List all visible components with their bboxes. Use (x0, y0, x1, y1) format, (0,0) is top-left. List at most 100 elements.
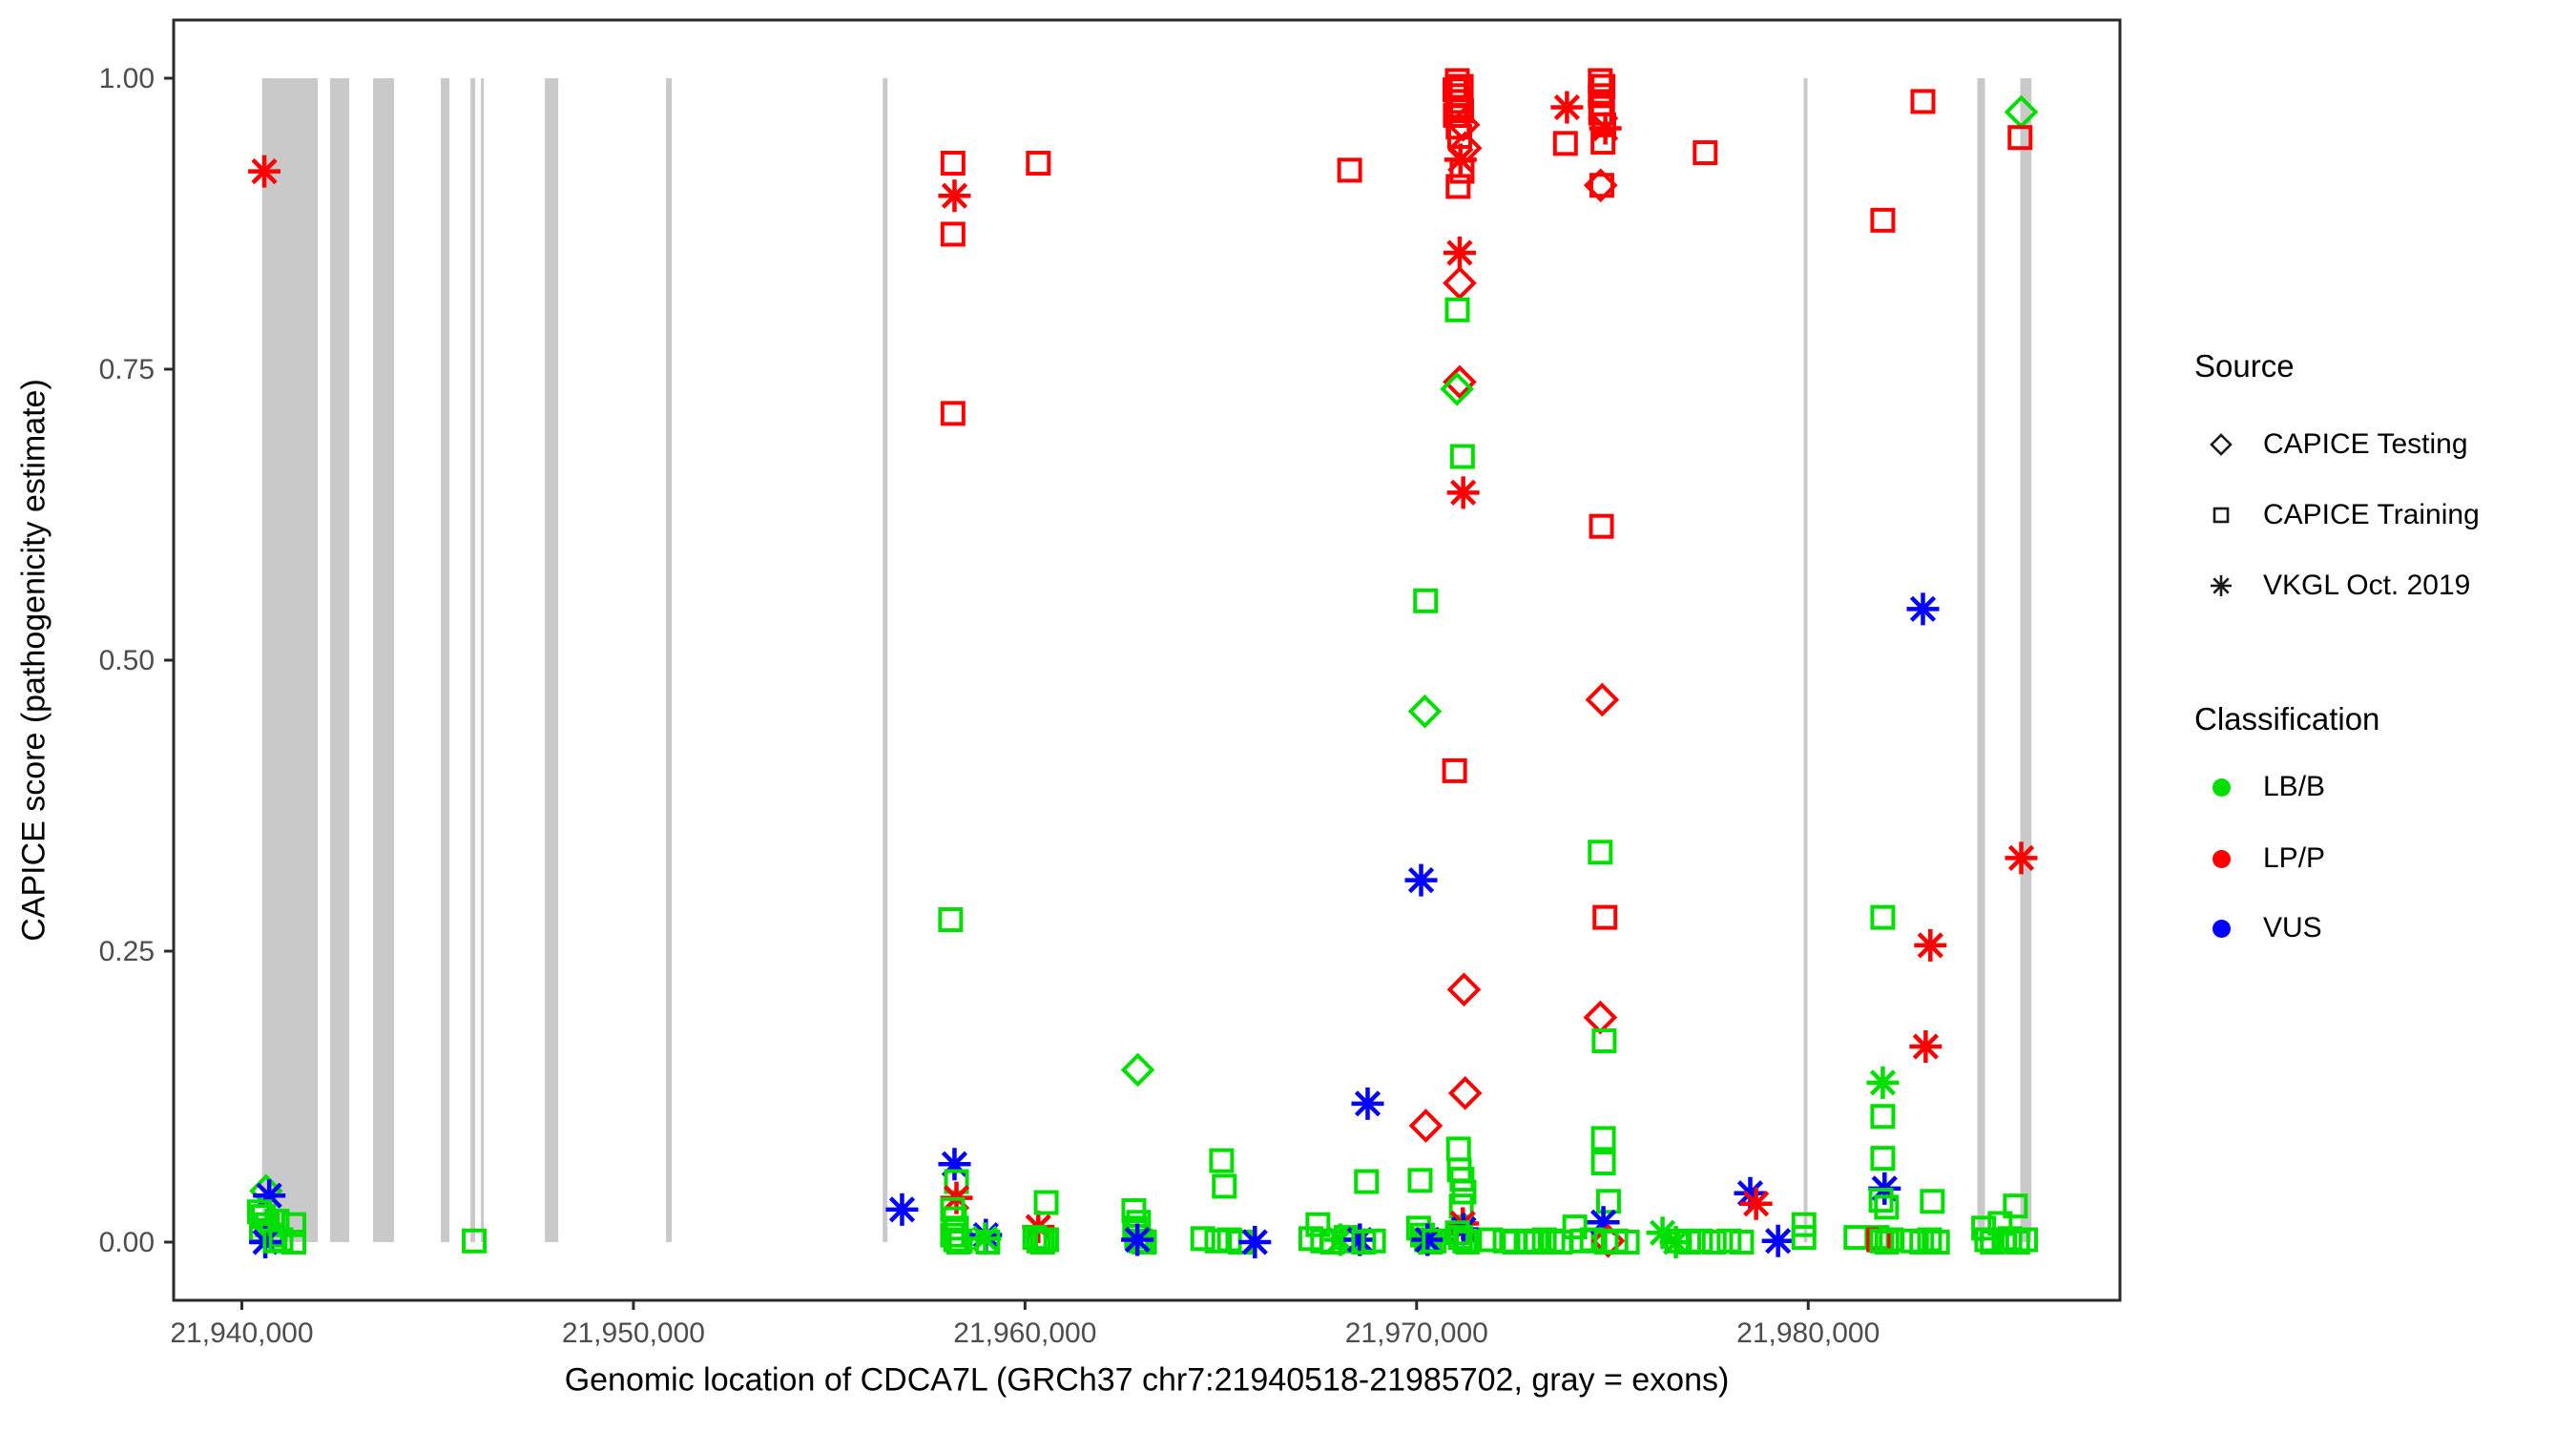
data-point-square (1444, 297, 1470, 322)
data-point-square (1870, 904, 1896, 930)
data-point-square (1917, 1227, 1942, 1253)
legend-item-label: CAPICE Training (2263, 499, 2480, 530)
data-point-square (940, 1222, 966, 1248)
data-point-square (1033, 1227, 1059, 1253)
data-point-asterisk (1411, 1223, 1444, 1256)
y-tick-label: 0.00 (99, 1227, 155, 1258)
data-point-asterisk (1734, 1176, 1767, 1210)
exon-band (470, 78, 476, 1242)
data-point-square (1870, 1104, 1896, 1130)
data-point-square (1442, 757, 1467, 783)
green-dot-icon (2200, 766, 2242, 808)
data-point-asterisk (253, 1179, 286, 1213)
data-point-square (1305, 1212, 1331, 1237)
data-point-diamond (1585, 682, 1620, 717)
exon-band (481, 78, 485, 1242)
data-point-asterisk (968, 1222, 1002, 1255)
data-point-square (1455, 1230, 1481, 1255)
data-point-asterisk (1351, 1087, 1384, 1120)
data-point-asterisk (248, 155, 281, 188)
data-point-square (1589, 173, 1614, 198)
data-point-square (1997, 1226, 2023, 1252)
data-point-asterisk (885, 1192, 919, 1226)
data-point-asterisk (1121, 1223, 1154, 1256)
data-point-square (1407, 1168, 1433, 1193)
data-point-square (1591, 1027, 1617, 1053)
data-point-asterisk (1906, 592, 1940, 626)
data-point-square (1445, 1136, 1471, 1162)
plot-border (172, 18, 2122, 1302)
data-point-asterisk (1587, 1206, 1620, 1239)
legend-item-capice-training: CAPICE Training (2200, 490, 2480, 540)
data-point-square (1729, 1230, 1755, 1255)
data-point-asterisk (1761, 1224, 1795, 1257)
exon-band (545, 78, 559, 1242)
data-point-square (1448, 98, 1474, 124)
data-point-square (1447, 1225, 1473, 1251)
data-point-square (1361, 1228, 1386, 1254)
data-point-asterisk (1343, 1223, 1377, 1256)
exon-band (1977, 78, 1985, 1242)
data-point-square (1449, 444, 1475, 469)
exon-band (373, 78, 395, 1242)
data-point-square (1874, 1194, 1900, 1220)
data-point-asterisk (2005, 841, 2038, 875)
data-point-square (268, 1227, 294, 1253)
data-point-square (1693, 140, 1718, 166)
data-point-asterisk (1589, 112, 1622, 145)
square-icon (2200, 494, 2242, 536)
data-point-square (1590, 1126, 1616, 1151)
data-point-asterisk (1446, 476, 1480, 509)
data-point-square (1874, 1230, 1900, 1255)
data-point-square (1449, 1167, 1475, 1192)
data-point-square (1588, 83, 1613, 109)
legend-item-label: VUS (2263, 912, 2322, 944)
data-point-asterisk (1550, 91, 1584, 124)
data-point-square (1974, 1227, 2000, 1253)
exon-band (883, 78, 888, 1242)
x-tick-label: 21,940,000 (170, 1317, 313, 1349)
y-tick-label: 0.50 (99, 645, 155, 676)
data-point-square (1614, 1230, 1640, 1255)
data-point-diamond (1446, 972, 1482, 1007)
data-point-square (1870, 207, 1896, 233)
exon-band (666, 78, 673, 1242)
data-point-square (1337, 157, 1362, 183)
data-point-square (2007, 125, 2033, 151)
y-tick-label: 1.00 (99, 63, 155, 94)
data-point-square (1204, 1228, 1230, 1254)
data-point-square (1701, 1230, 1727, 1255)
data-point-square (1595, 1189, 1621, 1214)
legend-item-label: CAPICE Testing (2263, 428, 2468, 460)
x-tick-label: 21,980,000 (1736, 1317, 1880, 1349)
x-tick-label: 21,960,000 (953, 1317, 1096, 1349)
data-point-square (2003, 1193, 2028, 1219)
data-point-asterisk (1238, 1226, 1272, 1258)
diamond-icon (2200, 424, 2242, 466)
data-point-diamond (1443, 364, 1477, 400)
exon-band (2020, 78, 2032, 1242)
data-point-square (1209, 1148, 1235, 1173)
data-point-square (1451, 1179, 1477, 1205)
data-point-asterisk (1914, 928, 1947, 962)
legend-item-vus: VUS (2200, 903, 2322, 953)
blue-dot-icon (2200, 907, 2242, 949)
exon-band (1803, 78, 1808, 1242)
data-point-square (1562, 1214, 1588, 1240)
data-point-square (1870, 1146, 1896, 1172)
legend-item-lbb: LB/B (2200, 762, 2325, 812)
data-point-square (940, 401, 966, 426)
data-point-square (1029, 1230, 1055, 1255)
asterisk-icon (2200, 565, 2242, 607)
data-point-square (1552, 131, 1578, 156)
data-point-square (1524, 1230, 1549, 1255)
data-point-square (940, 221, 966, 247)
data-point-asterisk (1404, 863, 1438, 897)
data-point-diamond (1583, 1000, 1618, 1035)
data-point-square (1033, 1190, 1059, 1215)
data-point-asterisk (938, 179, 971, 213)
data-point-square (938, 907, 964, 933)
data-point-square (1920, 1189, 1945, 1214)
exon-band (441, 78, 450, 1242)
